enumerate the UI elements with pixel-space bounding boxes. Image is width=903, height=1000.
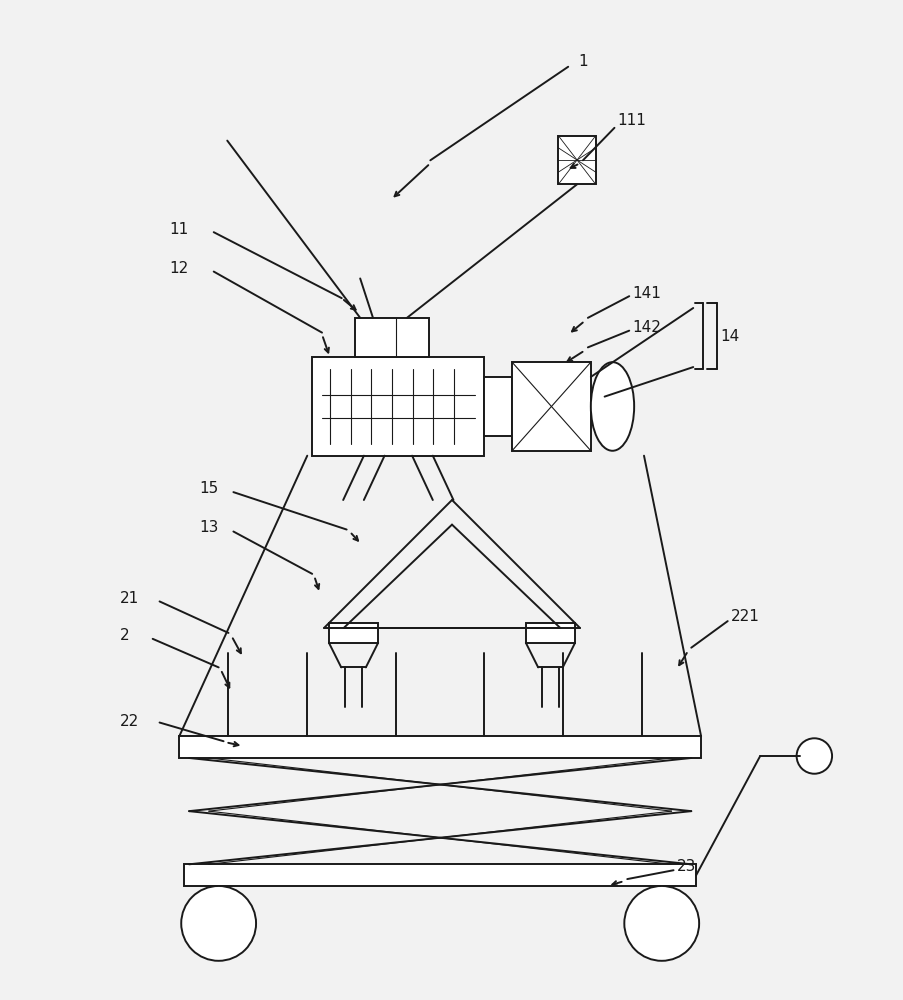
- Text: 15: 15: [199, 481, 218, 496]
- Bar: [179, 736, 701, 758]
- Bar: [329, 623, 377, 643]
- Bar: [355, 318, 429, 357]
- Bar: [526, 623, 574, 643]
- Bar: [484, 377, 511, 436]
- Text: 2: 2: [120, 628, 130, 643]
- Text: 111: 111: [617, 113, 646, 128]
- Bar: [312, 357, 484, 456]
- Text: 12: 12: [169, 261, 189, 276]
- Circle shape: [181, 886, 256, 961]
- Bar: [184, 864, 695, 886]
- Bar: [511, 362, 591, 451]
- Text: 221: 221: [730, 609, 759, 624]
- Text: 23: 23: [675, 859, 695, 874]
- Text: 141: 141: [631, 286, 660, 301]
- Circle shape: [624, 886, 698, 961]
- Text: 21: 21: [120, 591, 139, 606]
- Bar: [558, 136, 595, 184]
- Ellipse shape: [591, 362, 634, 451]
- Text: 11: 11: [169, 222, 189, 237]
- Text: 22: 22: [120, 714, 139, 729]
- Text: 14: 14: [720, 329, 740, 344]
- Text: 1: 1: [577, 54, 587, 69]
- Text: 13: 13: [199, 520, 219, 535]
- Circle shape: [796, 738, 831, 774]
- Text: 142: 142: [631, 320, 660, 335]
